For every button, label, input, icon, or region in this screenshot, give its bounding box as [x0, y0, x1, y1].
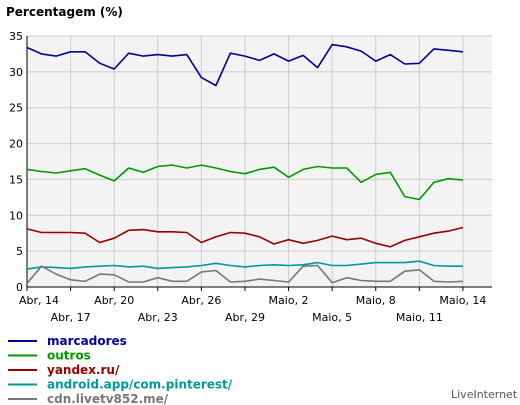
- x-tick-label: Abr, 29: [225, 311, 265, 324]
- y-tick-label: 10: [9, 209, 23, 222]
- legend-label-yandex: yandex.ru/: [47, 363, 120, 377]
- x-tick-label: Abr, 17: [51, 311, 91, 324]
- x-tick-label: Maio, 14: [439, 294, 486, 307]
- legend: marcadoresoutrosyandex.ru/android.app/co…: [8, 334, 233, 405]
- y-tick-label: 15: [9, 173, 23, 186]
- x-tick-label: Maio, 5: [312, 311, 352, 324]
- grid-lines: [26, 35, 492, 288]
- legend-label-livetv: cdn.livetv852.me/: [47, 392, 169, 405]
- x-tick-label: Maio, 2: [269, 294, 309, 307]
- series-line-yandex: [26, 226, 464, 248]
- x-tick-label: Abr, 14: [19, 294, 59, 307]
- series-line-livetv: [26, 264, 463, 284]
- plot-area: [27, 36, 492, 287]
- legend-label-marcadores: marcadores: [47, 334, 127, 348]
- y-tick-label: 35: [9, 30, 23, 43]
- series-line-outros: [26, 164, 463, 201]
- x-tick-label: Abr, 23: [138, 311, 178, 324]
- chart-title: Percentagem (%): [6, 5, 123, 19]
- legend-label-outros: outros: [47, 349, 91, 363]
- x-tick-label: Maio, 8: [356, 294, 396, 307]
- y-tick-label: 25: [9, 102, 23, 115]
- y-tick-label: 5: [16, 245, 23, 258]
- brand-label: LiveInternet: [451, 388, 518, 401]
- x-tick-label: Abr, 26: [181, 294, 221, 307]
- series-line-marcadores: [26, 43, 463, 87]
- x-tick-label: Abr, 20: [94, 294, 134, 307]
- legend-label-pinterest: android.app/com.pinterest/: [47, 378, 233, 392]
- x-tick-label: Maio, 11: [396, 311, 443, 324]
- series-lines: [26, 43, 464, 284]
- y-tick-label: 20: [9, 138, 23, 151]
- y-tick-label: 30: [9, 66, 23, 79]
- series-line-pinterest: [26, 260, 463, 270]
- y-tick-label: 0: [16, 281, 23, 294]
